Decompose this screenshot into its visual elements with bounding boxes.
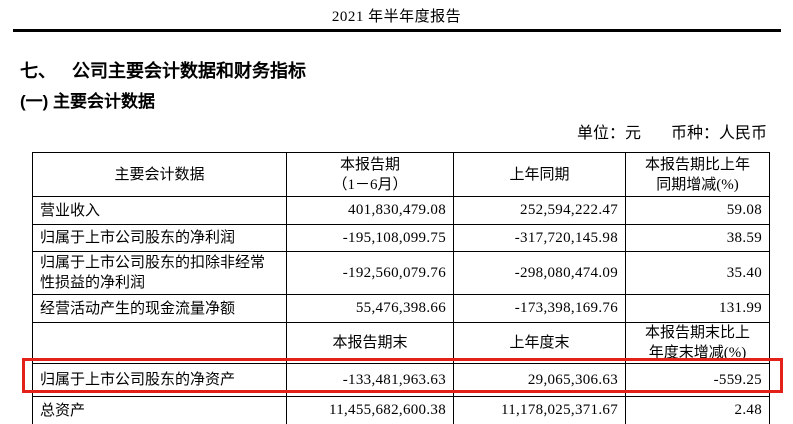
table-header-row-period-end: 本报告期末 上年度末 本报告期末比上 年度末增减(%) bbox=[32, 322, 770, 364]
header-current-line1: 本报告期 bbox=[339, 156, 400, 173]
header-divider bbox=[13, 29, 781, 32]
current-period-cell: 55,476,398.66 bbox=[286, 294, 454, 323]
header-prior-period-cell: 上年同期 bbox=[453, 152, 626, 197]
prior-period-cell: 29,065,306.63 bbox=[453, 363, 626, 397]
metric-label-cell: 归属于上市公司股东的净资产 bbox=[32, 363, 287, 397]
change-cell: 35.40 bbox=[625, 251, 770, 295]
header-change-line2: 同期增减(%) bbox=[656, 176, 739, 193]
current-period-cell: -195,108,099.75 bbox=[286, 224, 454, 252]
table-row-operating-cash-flow: 经营活动产生的现金流量净额 55,476,398.66 -173,398,169… bbox=[32, 294, 770, 323]
current-period-cell: 11,455,682,600.38 bbox=[286, 396, 454, 424]
current-period-cell: 401,830,479.08 bbox=[286, 196, 454, 225]
header-period-end-cell: 本报告期末 bbox=[286, 322, 454, 364]
change-cell: 2.48 bbox=[625, 396, 770, 424]
prior-period-cell: 11,178,025,371.67 bbox=[453, 396, 626, 424]
prior-period-cell: 252,594,222.47 bbox=[453, 196, 626, 225]
key-accounting-data-table: 主要会计数据 本报告期 （1－6月） 上年同期 本报告期比上年 同期增减(%) … bbox=[32, 152, 770, 424]
current-period-cell: -192,560,079.76 bbox=[286, 251, 454, 295]
table-row-net-profit: 归属于上市公司股东的净利润 -195,108,099.75 -317,720,1… bbox=[32, 224, 770, 252]
table-header-row-period: 主要会计数据 本报告期 （1－6月） 上年同期 本报告期比上年 同期增减(%) bbox=[32, 152, 770, 197]
header-metric-cell: 主要会计数据 bbox=[32, 152, 287, 197]
header-current-line2: （1－6月） bbox=[332, 176, 408, 193]
table-row-net-profit-excl-nonrecurring: 归属于上市公司股东的扣除非经常性损益的净利润 -192,560,079.76 -… bbox=[32, 251, 770, 295]
prior-period-cell: -317,720,145.98 bbox=[453, 224, 626, 252]
unit-label: 单位：元 bbox=[576, 125, 641, 142]
unit-line: 单位：元 币种：人民币 bbox=[577, 119, 767, 143]
current-period-cell: -133,481,963.63 bbox=[286, 363, 454, 397]
prior-period-cell: -298,080,474.09 bbox=[453, 251, 626, 295]
change-cell: 38.59 bbox=[625, 224, 770, 252]
header-prior-year-end-cell: 上年度末 bbox=[453, 322, 626, 364]
header-change-line1: 本报告期比上年 bbox=[644, 156, 750, 173]
change-cell: 131.99 bbox=[625, 294, 770, 323]
subsection-heading: (一) 主要会计数据 bbox=[20, 92, 156, 111]
metric-label-cell: 归属于上市公司股东的净利润 bbox=[32, 224, 287, 252]
prior-period-cell: -173,398,169.76 bbox=[453, 294, 626, 323]
metric-label-cell: 经营活动产生的现金流量净额 bbox=[32, 294, 287, 323]
header-end-change-line2: 年度末增减(%) bbox=[648, 345, 747, 361]
metric-label-cell: 营业收入 bbox=[32, 196, 287, 225]
metric-label-cell: 总资产 bbox=[32, 396, 287, 424]
section-title: 公司主要会计数据和财务指标 bbox=[72, 61, 306, 81]
report-title: 2021 年半年度报告 bbox=[331, 9, 462, 25]
metric-label-cell: 归属于上市公司股东的扣除非经常性损益的净利润 bbox=[32, 251, 287, 295]
header-change-cell: 本报告期比上年 同期增减(%) bbox=[625, 152, 770, 197]
table-row-total-assets: 总资产 11,455,682,600.38 11,178,025,371.67 … bbox=[32, 396, 770, 424]
header-current-period-cell: 本报告期 （1－6月） bbox=[286, 152, 454, 197]
change-cell: 59.08 bbox=[625, 196, 770, 225]
header-end-change-cell: 本报告期末比上 年度末增减(%) bbox=[625, 322, 770, 364]
section-number: 七、 bbox=[20, 61, 56, 81]
table-row-net-assets: 归属于上市公司股东的净资产 -133,481,963.63 29,065,306… bbox=[32, 363, 770, 397]
table-row-revenue: 营业收入 401,830,479.08 252,594,222.47 59.08 bbox=[32, 196, 770, 225]
section-heading: 七、 公司主要会计数据和财务指标 bbox=[20, 57, 306, 83]
currency-label: 币种：人民币 bbox=[670, 125, 767, 142]
header-end-change-line1: 本报告期末比上 bbox=[644, 325, 750, 341]
change-cell: -559.25 bbox=[625, 363, 770, 397]
header-metric-empty-cell bbox=[32, 322, 287, 364]
